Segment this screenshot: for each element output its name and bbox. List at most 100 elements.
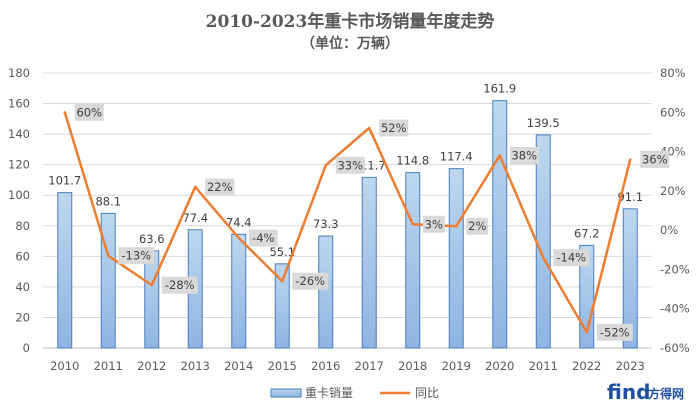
- line-point: [368, 126, 371, 130]
- x-tick-label: 2019: [442, 359, 471, 373]
- bar-value-label: 88.1: [95, 194, 121, 208]
- line-point: [150, 283, 153, 287]
- watermark-logo: find: [607, 380, 650, 404]
- line-point: [281, 280, 284, 283]
- percent-label: -52%: [600, 325, 630, 339]
- right-tick-label: 80%: [660, 66, 686, 80]
- line-point: [107, 254, 110, 257]
- percent-label: 2%: [468, 219, 486, 233]
- bar: [57, 192, 73, 349]
- percent-label: 38%: [511, 149, 537, 163]
- x-tick-label: 2023: [616, 359, 645, 373]
- bar: [361, 176, 377, 349]
- line-point: [411, 223, 414, 226]
- bar-value-label: 91.1: [617, 190, 643, 204]
- left-tick-label: 60: [15, 249, 30, 263]
- line-point: [194, 185, 197, 189]
- x-tick-label: 2016: [311, 359, 340, 373]
- left-tick-label: 160: [8, 97, 30, 111]
- percent-label: 33%: [337, 158, 363, 172]
- yoy-line: [63, 111, 632, 334]
- percent-label: 60%: [76, 105, 102, 119]
- percent-label-box: [379, 119, 409, 137]
- left-tick-label: 180: [8, 66, 30, 80]
- percent-label-box: [118, 247, 155, 265]
- percent-label-box: [596, 323, 633, 341]
- percent-label-box: [640, 150, 670, 168]
- percent-label-box: [248, 229, 278, 247]
- legend: 重卡销量 同比: [270, 386, 439, 400]
- x-tick-label: 2022: [572, 359, 601, 373]
- x-tick-label: 2020: [485, 359, 514, 373]
- left-tick-label: 120: [8, 158, 30, 172]
- percent-label: -13%: [121, 249, 151, 263]
- x-tick-label: 2014: [224, 359, 253, 373]
- bar-value-label: 74.4: [226, 215, 252, 229]
- line-point: [455, 225, 458, 228]
- left-tick-label: 80: [15, 219, 30, 233]
- percent-label: -26%: [295, 274, 325, 288]
- x-tick-label: 2013: [181, 359, 210, 373]
- right-tick-label: 20%: [660, 184, 686, 198]
- percent-label: 3%: [425, 217, 443, 231]
- bar-value-label: 63.6: [139, 232, 165, 246]
- percent-label-box: [509, 147, 539, 164]
- gridlines: [43, 72, 652, 349]
- legend-line-label: 同比: [415, 386, 439, 400]
- line-point: [63, 111, 66, 114]
- right-axis: -60%-40%-20%0%20%40%60%80%: [660, 66, 690, 355]
- percent-label-box: [335, 156, 365, 174]
- x-tick-label: 2018: [398, 359, 427, 373]
- bar: [622, 208, 638, 349]
- percent-label: -14%: [556, 251, 586, 265]
- bar: [535, 134, 551, 349]
- x-tick-label: 2012: [137, 359, 166, 373]
- bar: [492, 100, 508, 349]
- bar: [448, 168, 464, 349]
- bar-value-label: 101.7: [48, 174, 81, 188]
- bar: [274, 263, 290, 349]
- legend-bar-label: 重卡销量: [305, 386, 353, 400]
- percent-label: 36%: [642, 152, 668, 166]
- percent-label: 22%: [207, 180, 233, 194]
- percent-label-box: [205, 178, 235, 196]
- x-tick-label: 2015: [268, 359, 297, 373]
- percent-label-box: [292, 272, 329, 290]
- left-tick-label: 140: [8, 127, 30, 141]
- line-point: [498, 154, 501, 157]
- bar-value-label: 55.1: [269, 245, 295, 259]
- left-tick-label: 40: [15, 280, 30, 294]
- percent-label-box: [466, 217, 489, 235]
- bar-value-label: 139.5: [527, 116, 560, 130]
- bar-value-label: 114.8: [396, 154, 429, 168]
- x-axis: 2010 2011 2012 2013 2014 2015 2016 2017 2018 2019…: [50, 359, 645, 373]
- percent-label: -4%: [252, 231, 274, 245]
- right-tick-label: 0%: [660, 223, 678, 237]
- bar-value-label: 117.4: [440, 150, 473, 164]
- watermark: find 方得网: [607, 380, 684, 404]
- percent-label: -28%: [165, 278, 195, 292]
- chart-title: 2010-2023年重卡市场销量年度走势: [206, 11, 495, 32]
- x-tick-label: 2017: [355, 359, 384, 373]
- bar-value-label: 161.9: [483, 82, 516, 96]
- chart-subtitle: （单位：万辆）: [301, 35, 399, 52]
- left-tick-label: 20: [15, 310, 30, 324]
- x-tick-label: 2011: [529, 359, 558, 373]
- percent-label-box: [74, 103, 104, 121]
- line-point: [585, 331, 588, 334]
- watermark-text: 方得网: [648, 386, 684, 401]
- percent-label-box: [422, 215, 445, 233]
- x-tick-label: 2010: [50, 359, 79, 373]
- x-tick-label: 2011: [94, 359, 123, 373]
- percent-labels: 60% -13% -28% 22% -4% -26% 33% 52% 3% 2% 38% -14% -5…: [74, 103, 670, 341]
- left-tick-label: 0: [23, 341, 30, 355]
- left-axis: 0 20 40 60 80 100 120 140 160 180: [8, 66, 30, 355]
- right-tick-label: -40%: [660, 302, 690, 316]
- bar: [405, 172, 421, 349]
- right-tick-label: 60%: [660, 105, 686, 119]
- line-point: [324, 164, 327, 167]
- bar-value-label: 73.3: [313, 217, 339, 231]
- bar: [318, 235, 334, 349]
